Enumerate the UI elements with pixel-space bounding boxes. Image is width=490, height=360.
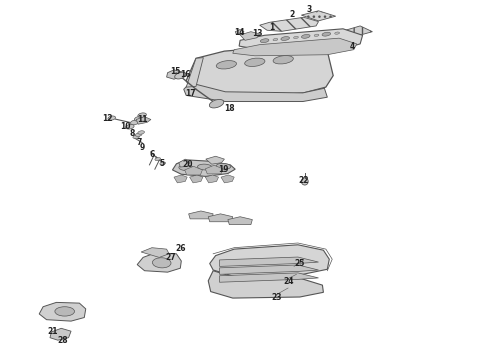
Polygon shape xyxy=(240,32,260,40)
Text: 10: 10 xyxy=(120,122,130,131)
Text: 14: 14 xyxy=(234,28,245,37)
Ellipse shape xyxy=(160,162,166,165)
Polygon shape xyxy=(206,156,224,164)
Polygon shape xyxy=(235,30,244,35)
Text: 5: 5 xyxy=(159,159,164,168)
Text: 2: 2 xyxy=(289,10,294,19)
Ellipse shape xyxy=(245,58,265,67)
Ellipse shape xyxy=(197,164,212,170)
Ellipse shape xyxy=(134,117,143,121)
Polygon shape xyxy=(208,271,323,298)
Text: 4: 4 xyxy=(350,42,355,51)
Text: 28: 28 xyxy=(57,336,68,345)
Ellipse shape xyxy=(138,131,145,134)
Text: 15: 15 xyxy=(170,67,181,76)
Text: 26: 26 xyxy=(175,244,186,253)
Ellipse shape xyxy=(314,34,319,36)
Polygon shape xyxy=(39,302,86,321)
Text: 13: 13 xyxy=(252,29,263,38)
Polygon shape xyxy=(205,165,223,174)
Ellipse shape xyxy=(155,158,161,161)
Text: 23: 23 xyxy=(271,292,282,302)
Polygon shape xyxy=(239,29,363,50)
Text: 19: 19 xyxy=(218,165,228,174)
Polygon shape xyxy=(50,328,71,340)
Ellipse shape xyxy=(260,39,269,42)
Ellipse shape xyxy=(301,178,308,185)
Text: 9: 9 xyxy=(140,143,145,152)
Polygon shape xyxy=(184,83,327,102)
Ellipse shape xyxy=(108,116,116,120)
Text: 6: 6 xyxy=(149,150,154,159)
Polygon shape xyxy=(186,45,333,99)
Polygon shape xyxy=(172,160,235,176)
Polygon shape xyxy=(233,38,357,56)
Polygon shape xyxy=(189,211,213,219)
Ellipse shape xyxy=(209,99,224,108)
Polygon shape xyxy=(338,26,372,38)
Ellipse shape xyxy=(294,36,298,39)
Ellipse shape xyxy=(335,32,340,34)
Text: 8: 8 xyxy=(130,129,135,138)
Text: 3: 3 xyxy=(306,5,311,14)
Text: 1: 1 xyxy=(270,23,274,32)
Polygon shape xyxy=(136,117,151,124)
Polygon shape xyxy=(220,265,318,274)
Polygon shape xyxy=(174,175,187,183)
Ellipse shape xyxy=(55,307,74,316)
Polygon shape xyxy=(228,217,252,225)
Ellipse shape xyxy=(273,39,278,41)
Ellipse shape xyxy=(133,135,140,139)
Ellipse shape xyxy=(135,133,142,136)
Polygon shape xyxy=(141,248,169,257)
Polygon shape xyxy=(208,214,233,222)
Text: 7: 7 xyxy=(137,138,142,147)
Text: 22: 22 xyxy=(298,176,309,185)
Text: 27: 27 xyxy=(165,253,176,262)
Text: 21: 21 xyxy=(48,328,58,336)
Ellipse shape xyxy=(130,120,139,125)
Polygon shape xyxy=(179,159,190,167)
Ellipse shape xyxy=(174,72,186,79)
Text: 25: 25 xyxy=(294,259,305,268)
Polygon shape xyxy=(167,70,182,79)
Text: 24: 24 xyxy=(284,277,294,286)
Ellipse shape xyxy=(301,35,310,38)
Polygon shape xyxy=(210,245,329,276)
Polygon shape xyxy=(221,175,234,183)
Ellipse shape xyxy=(322,32,331,36)
Ellipse shape xyxy=(216,60,237,69)
Text: 20: 20 xyxy=(182,161,193,170)
Polygon shape xyxy=(260,17,318,31)
Ellipse shape xyxy=(281,37,290,40)
Polygon shape xyxy=(220,273,318,282)
Polygon shape xyxy=(190,175,203,183)
Text: 11: 11 xyxy=(137,115,147,124)
Polygon shape xyxy=(301,11,336,21)
Ellipse shape xyxy=(152,258,171,268)
Ellipse shape xyxy=(273,55,294,64)
Ellipse shape xyxy=(125,125,134,129)
Polygon shape xyxy=(186,58,203,87)
Text: 18: 18 xyxy=(224,104,235,113)
Polygon shape xyxy=(220,257,318,266)
Text: 16: 16 xyxy=(180,71,191,80)
Polygon shape xyxy=(137,253,181,272)
Ellipse shape xyxy=(216,163,231,169)
Text: 17: 17 xyxy=(185,89,196,98)
Polygon shape xyxy=(185,166,202,175)
Ellipse shape xyxy=(179,165,194,171)
Ellipse shape xyxy=(138,113,147,117)
Text: 12: 12 xyxy=(102,114,113,122)
Polygon shape xyxy=(205,175,219,183)
